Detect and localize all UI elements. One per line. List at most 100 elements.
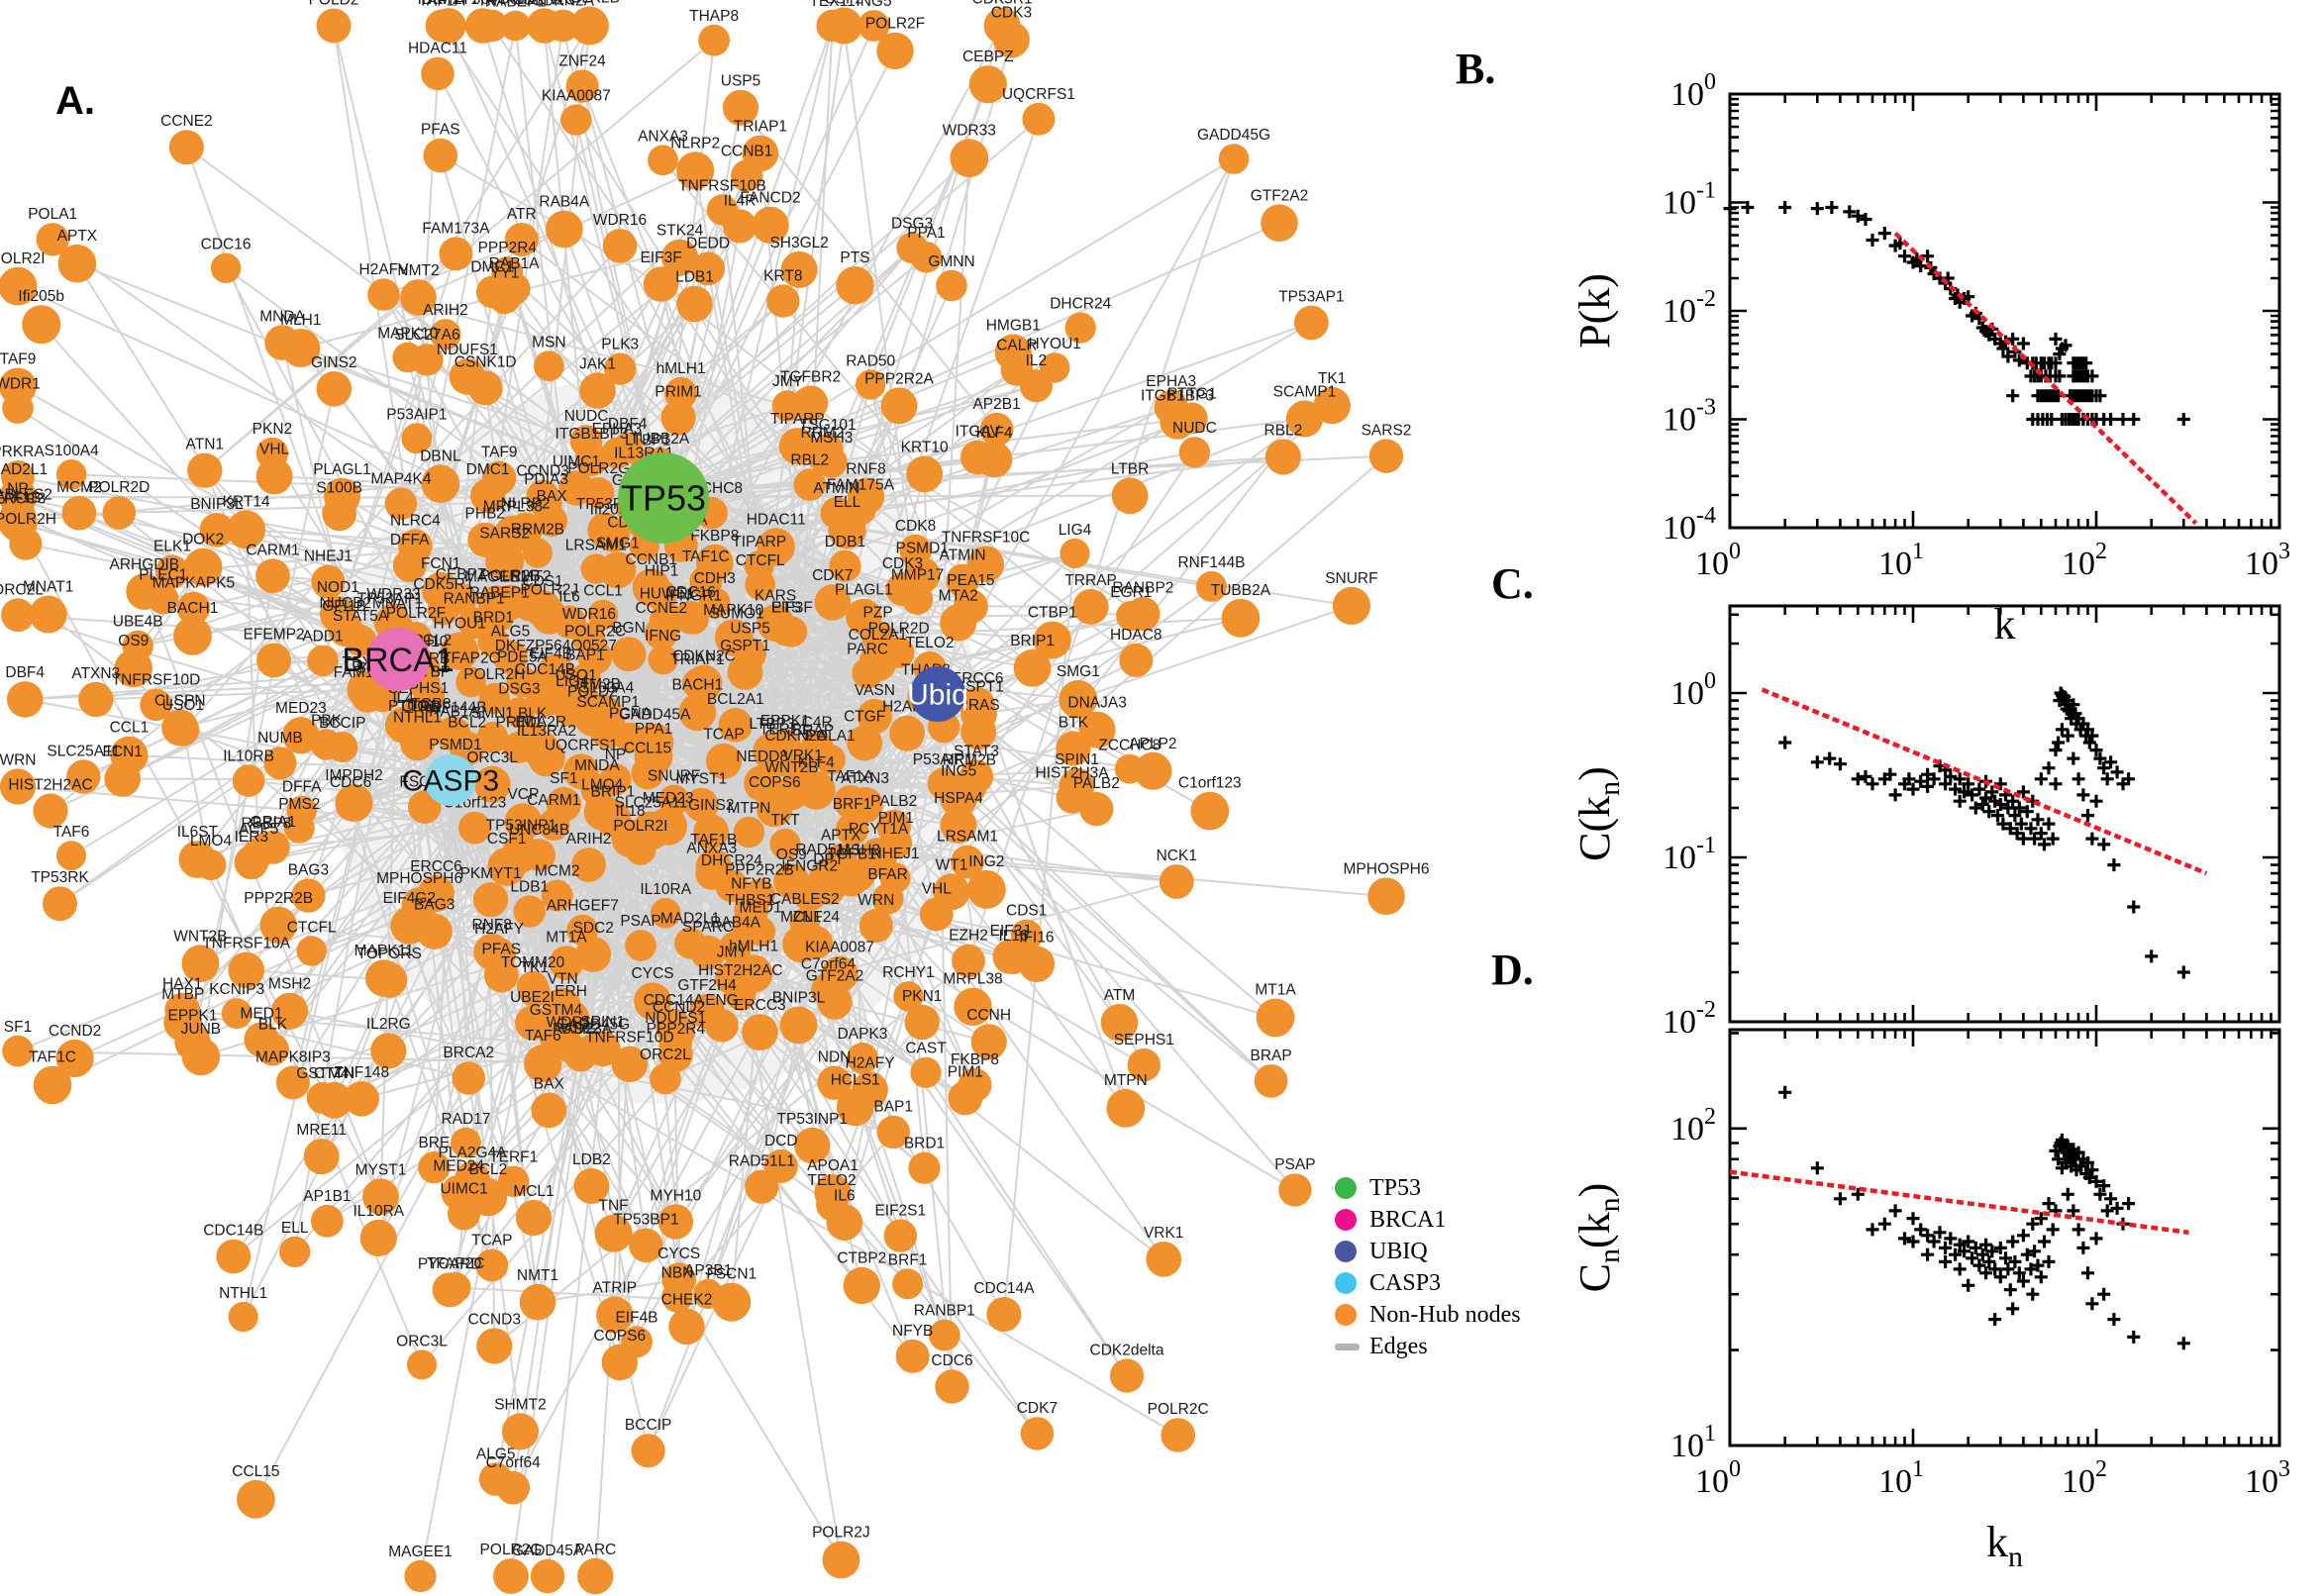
- network-node-label: TNF: [599, 1198, 629, 1215]
- network-node-label: MYH10: [651, 1187, 702, 1204]
- network-node: [847, 477, 885, 516]
- network-node-label: GSPT1: [720, 638, 770, 654]
- network-node-label: MRPL38: [943, 971, 1002, 988]
- network-node: [648, 645, 678, 675]
- network-node-label: APTX: [57, 228, 98, 245]
- network-node-label: VRK1: [782, 748, 823, 764]
- network-node: [1261, 204, 1298, 242]
- network-node-label: CTBP2: [837, 1250, 886, 1267]
- network-node-label: NMT2: [509, 568, 551, 585]
- network-node-label: MSH3: [810, 430, 853, 447]
- tick-label: 10-2: [1663, 286, 1716, 330]
- network-node: [596, 1296, 634, 1334]
- network-node: [216, 1239, 252, 1274]
- network-node-label: RAD51L1: [729, 1153, 795, 1170]
- fit-line: [1761, 687, 2208, 876]
- network-node-label: HUWE1: [640, 586, 695, 603]
- network-node-label: WDR16: [593, 212, 647, 229]
- network-node-label: PMS2: [278, 796, 320, 813]
- network-node-label: DKFZP564O0527: [495, 638, 617, 654]
- network-node: [1109, 1358, 1145, 1393]
- tick-label: 102: [2062, 539, 2107, 582]
- network-node: [583, 793, 621, 831]
- network-node: [983, 7, 1021, 45]
- network-node: [814, 1174, 852, 1212]
- network-node: [1020, 1417, 1055, 1450]
- network-node: [625, 930, 656, 961]
- network-node-label: BGN: [612, 620, 646, 637]
- panel-label-a: A.: [55, 79, 95, 123]
- network-node-label: HDAC11: [747, 511, 806, 528]
- network-node-label: GTF2H4: [677, 977, 737, 994]
- network-node-label: CDK5R1: [972, 0, 1033, 8]
- network-node-label: TAF9: [0, 351, 36, 368]
- network-node: [1264, 439, 1301, 475]
- network-node: [1190, 791, 1230, 831]
- network-node-label: CSF1: [487, 831, 527, 848]
- network-node-label: ERCC3: [734, 997, 786, 1014]
- network-node-label: Ifi205b: [18, 288, 64, 305]
- network-node: [954, 987, 992, 1027]
- network-node: [676, 285, 713, 323]
- network-node-label: VTN: [548, 971, 578, 988]
- network-node-label: DBNL: [420, 448, 461, 464]
- network-node-label: PKMYT1: [460, 865, 522, 882]
- network-node-label: BNIP3L: [772, 990, 826, 1007]
- network-node-label: APOA1: [807, 1157, 858, 1174]
- network-node-label: KRT14: [223, 493, 270, 510]
- network-node-label: GINS2: [311, 354, 357, 371]
- network-node: [473, 882, 509, 918]
- hub-node-tp53: [618, 452, 709, 544]
- network-node: [695, 856, 729, 890]
- network-node: [477, 626, 510, 657]
- network-node: [311, 564, 346, 599]
- network-node-label: RANBP2: [1112, 580, 1173, 597]
- network-node-label: CDK7: [1017, 1400, 1058, 1417]
- network-node-label: AP2B1: [972, 396, 1020, 413]
- network-node-label: SLC27A6: [394, 327, 459, 344]
- network-node: [421, 464, 460, 504]
- network-node: [1160, 404, 1195, 440]
- network-node-label: TOPORS: [357, 946, 422, 962]
- network-node-label: SLC25A11: [47, 743, 120, 759]
- network-node: [187, 452, 223, 488]
- network-node-label: SF1: [550, 770, 577, 787]
- network-node-label: WNT2B: [173, 928, 227, 945]
- network-node-label: UQCRFS1: [1002, 86, 1075, 103]
- network-node: [102, 496, 137, 530]
- network-node: [237, 1479, 275, 1519]
- network-node: [579, 372, 616, 409]
- network-node-label: PRKRA: [0, 444, 45, 460]
- network-node-label: PSMD1: [429, 737, 481, 753]
- network-node-label: RRAS: [958, 697, 1000, 714]
- network-node: [66, 759, 101, 794]
- network-node-label: PPA1: [635, 721, 673, 738]
- network-node-label: DNAJA3: [1067, 695, 1126, 712]
- network-node: [336, 791, 366, 822]
- network-node-label: HYOU1: [433, 616, 485, 633]
- network-node-label: EPHA3: [1146, 373, 1196, 390]
- axis-ticks: [1728, 92, 2281, 530]
- network-node-label: C4R: [802, 715, 833, 732]
- network-node: [1, 598, 35, 633]
- network-node: [271, 992, 309, 1030]
- network-node: [936, 269, 967, 302]
- network-node-label: PARC: [847, 641, 888, 657]
- network-node-label: AP1B1: [303, 1188, 351, 1205]
- network-node: [684, 787, 719, 823]
- network-node-label: POLR2I: [0, 250, 46, 267]
- network-node: [503, 731, 536, 763]
- network-node-label: THBS1: [725, 892, 774, 909]
- network-node-label: GSTM4: [530, 1002, 583, 1019]
- network-node-label: LTBP3: [749, 716, 794, 733]
- network-node-label: MNDA: [259, 308, 305, 325]
- network-node-labels: C1orf123 HDAC11 TP53RK KIAA0087 THAP8 CDC14B M…: [0, 0, 1430, 1560]
- network-node-label: PIM1: [878, 810, 914, 827]
- network-node-label: FAM175A: [827, 477, 895, 494]
- network-node: [29, 595, 67, 634]
- network-node-label: TRIAP1: [734, 119, 787, 136]
- network-node: [661, 1281, 693, 1313]
- network-node: [279, 1236, 311, 1267]
- network-panel: C1orf123 HDAC11 TP53RK KIAA0087 THAP8 CDC14B M…: [0, 0, 1430, 1595]
- network-node: [778, 428, 816, 465]
